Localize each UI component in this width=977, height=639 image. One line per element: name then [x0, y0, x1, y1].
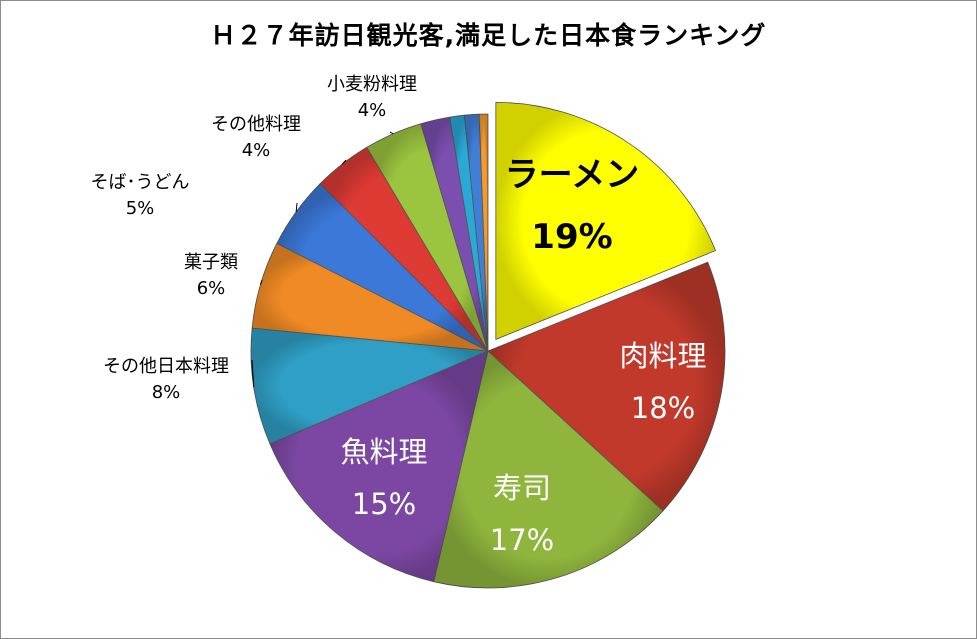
slice-label-name: 肉料理	[619, 339, 706, 373]
slice-label-name: 小麦粉料理	[327, 74, 417, 95]
slice-label-name: 菓子類	[184, 252, 238, 273]
slice-label-value: 4%	[358, 100, 387, 121]
slice-label-name: 魚料理	[340, 435, 427, 469]
slice-label-name: そば･うどん	[91, 172, 190, 193]
slice-label-name: その他料理	[211, 114, 301, 135]
leader-line	[251, 359, 255, 388]
pie-slice-shade	[269, 351, 488, 582]
pie-slice-shade	[479, 114, 488, 351]
slice-label-name: 寿司	[493, 471, 551, 505]
slice-label-value: 17%	[490, 523, 554, 557]
slice-label-value: 8%	[152, 382, 181, 403]
slice-label-value: 6%	[197, 278, 226, 299]
slice-label-value: 19%	[531, 217, 612, 257]
leader-line	[260, 279, 263, 285]
pie-slice-shade	[488, 262, 725, 511]
slice-label-value: 15%	[352, 487, 416, 521]
pie-slice-shade	[449, 115, 488, 351]
slice-label-value: 5%	[126, 198, 155, 219]
pie-slice-shade	[420, 117, 488, 352]
pie-slice-shade	[250, 328, 488, 444]
pie-slice-shade	[252, 243, 488, 351]
pie-slice-shade	[433, 351, 663, 588]
pie-slice-shade	[495, 102, 716, 340]
pie-slice-shade	[366, 123, 488, 351]
leader-line	[389, 131, 394, 135]
slice-label-name: その他日本料理	[103, 356, 229, 377]
slice-label-name: ラーメン	[505, 155, 640, 195]
leader-line	[295, 202, 298, 212]
leader-line	[341, 159, 347, 165]
pie-slice-shade	[464, 114, 488, 352]
pie-slice-shade	[276, 183, 488, 351]
slice-label-value: 4%	[242, 140, 271, 161]
pie-slice-shade	[320, 147, 488, 351]
chart-title: Ｈ２７年訪日観光客,満足した日本食ランキング	[210, 21, 767, 50]
slice-label-value: 18%	[631, 391, 695, 425]
